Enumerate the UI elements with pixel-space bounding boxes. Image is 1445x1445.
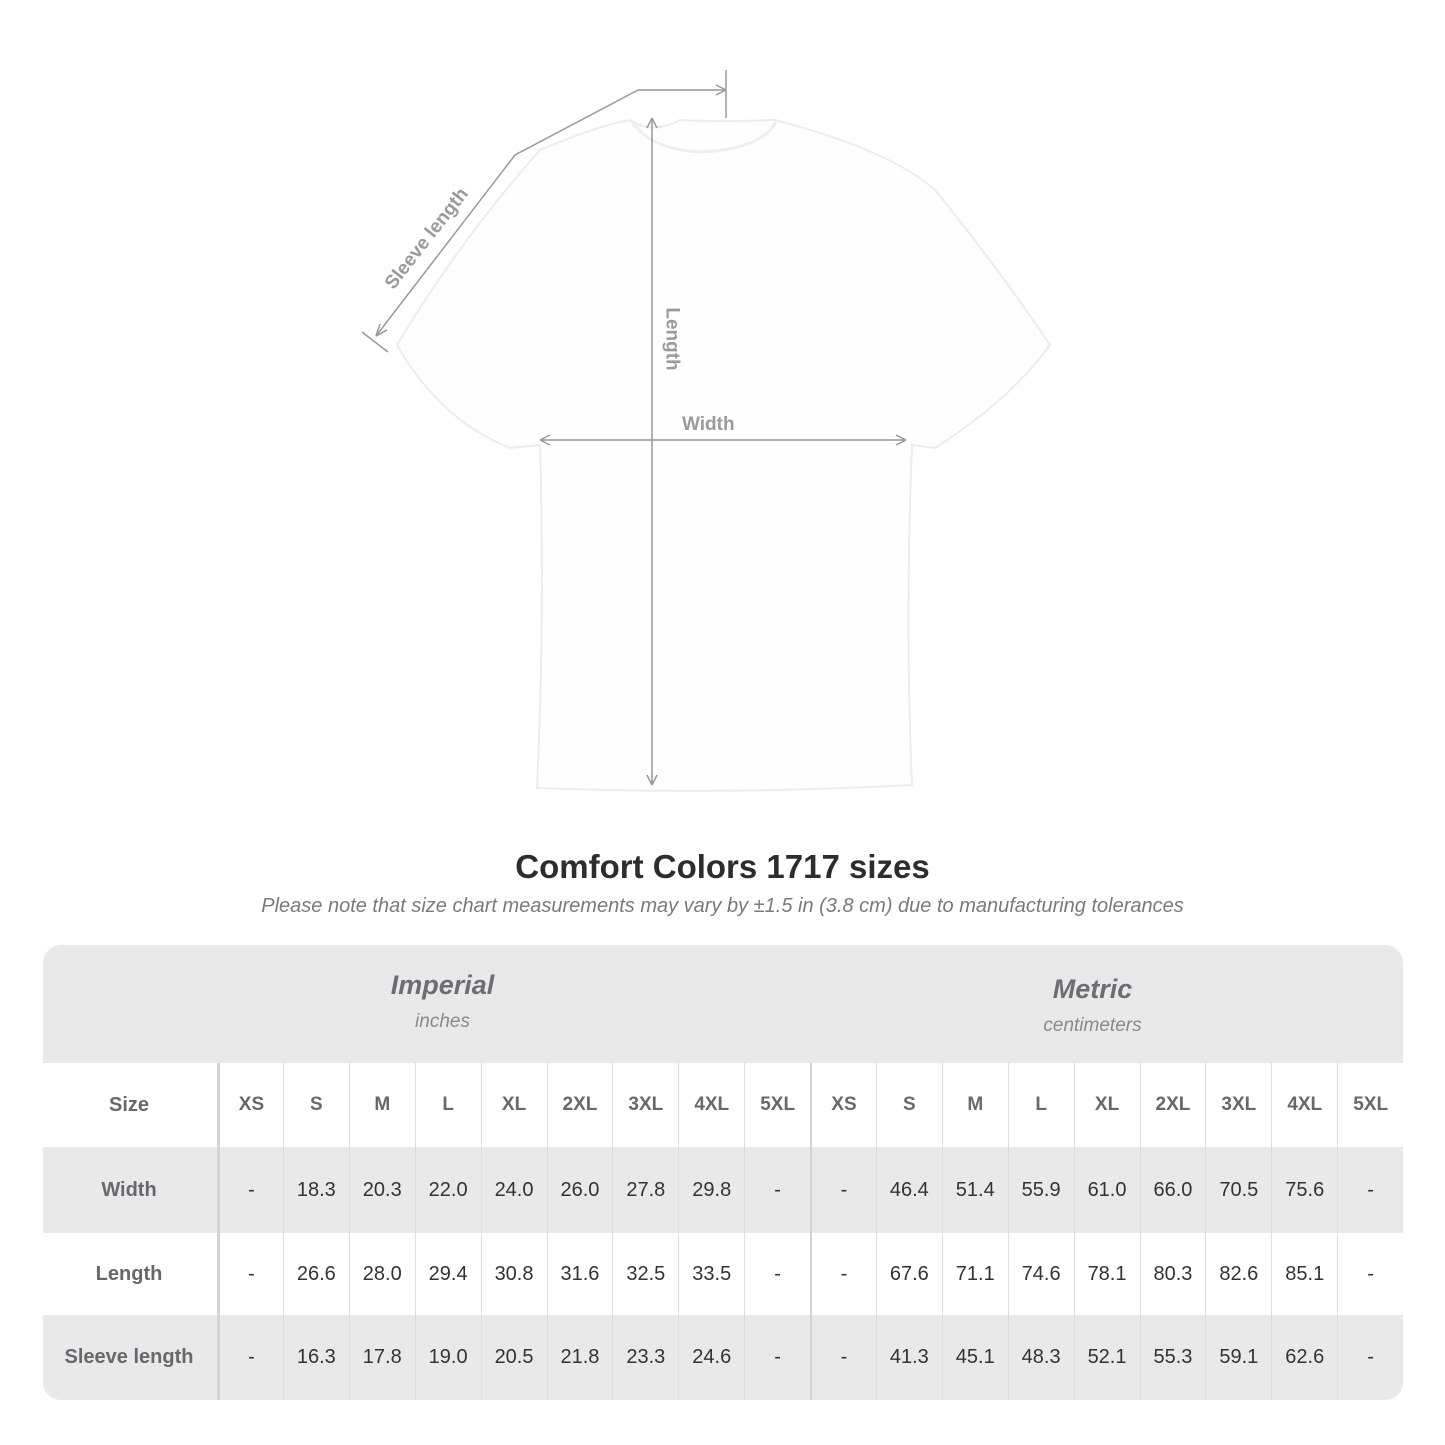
table-cell: 16.3 bbox=[282, 1315, 349, 1400]
imperial-size-XL: XL bbox=[480, 1063, 547, 1147]
imperial-name: Imperial bbox=[390, 970, 495, 1000]
table-cell: - bbox=[810, 1147, 876, 1233]
table-cell: - bbox=[810, 1315, 876, 1400]
table-cell: 48.3 bbox=[1007, 1315, 1074, 1400]
length-line bbox=[646, 117, 658, 786]
table-cell: 46.4 bbox=[875, 1147, 942, 1233]
row-label: Sleeve length bbox=[64, 1346, 194, 1368]
imperial-size-5XL: 5XL bbox=[744, 1063, 810, 1147]
table-cell: - bbox=[744, 1233, 810, 1315]
table-cell: 85.1 bbox=[1271, 1233, 1337, 1315]
table-cell: 55.9 bbox=[1007, 1147, 1074, 1233]
imperial-size-S: S bbox=[282, 1063, 349, 1147]
metric-size-S: S bbox=[875, 1063, 942, 1147]
table-cell: 22.0 bbox=[414, 1147, 481, 1233]
table-cell: 27.8 bbox=[612, 1147, 678, 1233]
table-cell: 32.5 bbox=[612, 1233, 678, 1315]
table-row bbox=[43, 1315, 1403, 1400]
table-cell: 78.1 bbox=[1073, 1233, 1140, 1315]
table-cell: 20.3 bbox=[348, 1147, 415, 1233]
table-cell: 74.6 bbox=[1007, 1233, 1074, 1315]
table-cell: 71.1 bbox=[941, 1233, 1008, 1315]
metric-name: Metric bbox=[1052, 974, 1133, 1004]
metric-size-M: M bbox=[941, 1063, 1008, 1147]
tshirt-image bbox=[395, 118, 1052, 792]
chart-title: Comfort Colors 1717 sizes bbox=[515, 848, 930, 885]
table-cell: - bbox=[217, 1315, 283, 1400]
metric-size-5XL: 5XL bbox=[1337, 1063, 1403, 1147]
table-cell: 80.3 bbox=[1139, 1233, 1206, 1315]
table-cell: 19.0 bbox=[414, 1315, 481, 1400]
table-cell: 67.6 bbox=[875, 1233, 942, 1315]
table-row bbox=[43, 1233, 1403, 1315]
table-cell: 33.5 bbox=[678, 1233, 744, 1315]
table-cell: 20.5 bbox=[480, 1315, 547, 1400]
tshirt-diagram bbox=[361, 70, 1052, 792]
metric-size-L: L bbox=[1007, 1063, 1074, 1147]
table-cell: 30.8 bbox=[480, 1233, 547, 1315]
metric-unit: centimeters bbox=[1043, 1015, 1142, 1036]
table-cell: 52.1 bbox=[1073, 1315, 1140, 1400]
table-cell: 45.1 bbox=[941, 1315, 1008, 1400]
table-cell: 75.6 bbox=[1271, 1147, 1337, 1233]
table-cell: - bbox=[217, 1233, 283, 1315]
table-cell: 70.5 bbox=[1205, 1147, 1271, 1233]
metric-size-2XL: 2XL bbox=[1139, 1063, 1206, 1147]
imperial-size-XS: XS bbox=[217, 1063, 283, 1147]
sleeve-length-line bbox=[375, 89, 726, 337]
tolerance-note: Please note that size chart measurements… bbox=[261, 895, 1184, 917]
table-cell: - bbox=[217, 1147, 283, 1233]
table-cell: 26.6 bbox=[282, 1233, 349, 1315]
table-cell: 82.6 bbox=[1205, 1233, 1271, 1315]
table-cell: - bbox=[744, 1315, 810, 1400]
size-header-label: Size bbox=[108, 1093, 150, 1116]
metric-size-4XL: 4XL bbox=[1271, 1063, 1337, 1147]
table-cell: 17.8 bbox=[348, 1315, 415, 1400]
row-label: Length bbox=[95, 1262, 163, 1285]
table-cell: - bbox=[1337, 1315, 1403, 1400]
table-cell: 51.4 bbox=[941, 1147, 1008, 1233]
imperial-size-L: L bbox=[414, 1063, 481, 1147]
imperial-size-3XL: 3XL bbox=[612, 1063, 678, 1147]
table-row bbox=[43, 1147, 1403, 1233]
table-cell: 24.6 bbox=[678, 1315, 744, 1400]
metric-size-XL: XL bbox=[1073, 1063, 1140, 1147]
imperial-header: Imperial inches bbox=[215, 970, 670, 1033]
size-table: Imperial inches Metric centimeters Size X… bbox=[43, 945, 1403, 1400]
table-cell: - bbox=[744, 1147, 810, 1233]
table-cell: 23.3 bbox=[612, 1315, 678, 1400]
metric-size-XS: XS bbox=[810, 1063, 876, 1147]
table-cell: - bbox=[1337, 1233, 1403, 1315]
table-cell: 29.4 bbox=[414, 1233, 481, 1315]
width-label: Width bbox=[682, 414, 735, 435]
table-cell: 24.0 bbox=[480, 1147, 547, 1233]
metric-header: Metric centimeters bbox=[865, 974, 1320, 1037]
measurement-lines bbox=[361, 70, 907, 786]
imperial-size-2XL: 2XL bbox=[546, 1063, 613, 1147]
length-label: Length bbox=[661, 307, 683, 371]
table-cell: - bbox=[1337, 1147, 1403, 1233]
table-cell: 18.3 bbox=[282, 1147, 349, 1233]
row-label: Width bbox=[101, 1178, 157, 1201]
table-cell: 26.0 bbox=[546, 1147, 613, 1233]
table-cell: 31.6 bbox=[546, 1233, 613, 1315]
table-cell: 29.8 bbox=[678, 1147, 744, 1233]
table-cell: - bbox=[810, 1233, 876, 1315]
metric-size-3XL: 3XL bbox=[1205, 1063, 1271, 1147]
imperial-size-4XL: 4XL bbox=[678, 1063, 744, 1147]
imperial-unit: inches bbox=[415, 1011, 470, 1032]
table-cell: 61.0 bbox=[1073, 1147, 1140, 1233]
imperial-size-M: M bbox=[348, 1063, 415, 1147]
width-line bbox=[539, 434, 907, 446]
table-cell: 62.6 bbox=[1271, 1315, 1337, 1400]
collar bbox=[630, 121, 778, 154]
table-cell: 21.8 bbox=[546, 1315, 613, 1400]
table-cell: 41.3 bbox=[875, 1315, 942, 1400]
table-cell: 28.0 bbox=[348, 1233, 415, 1315]
table-cell: 55.3 bbox=[1139, 1315, 1206, 1400]
table-cell: 66.0 bbox=[1139, 1147, 1206, 1233]
table-cell: 59.1 bbox=[1205, 1315, 1271, 1400]
table-row bbox=[43, 1063, 1403, 1147]
